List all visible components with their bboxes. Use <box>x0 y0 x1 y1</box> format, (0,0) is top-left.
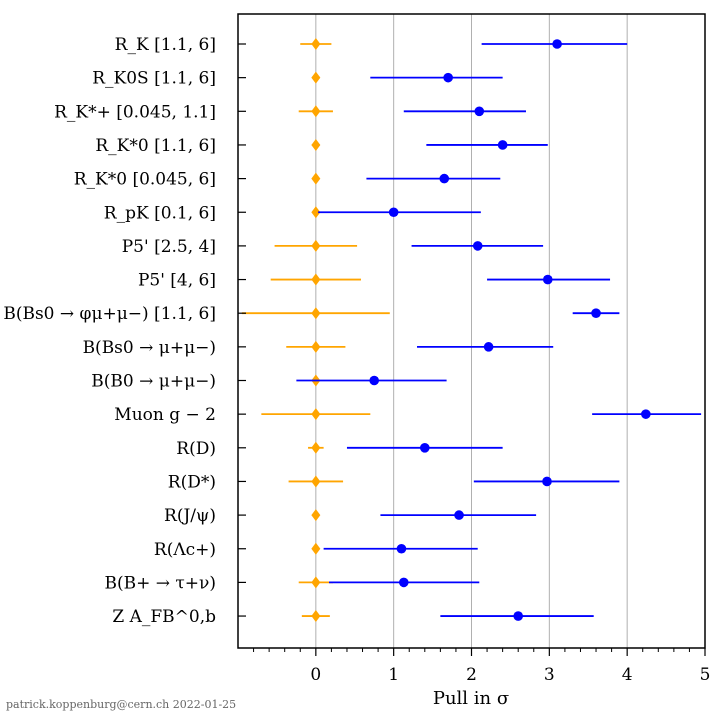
row-label-3: R_K*0 [1.1, 6] <box>95 136 216 156</box>
measurement-point-10 <box>369 375 380 386</box>
measurement-point-4 <box>439 173 450 184</box>
measurement-point-16 <box>398 577 409 588</box>
x-tick-label-3: 3 <box>544 665 555 685</box>
measurement-point-5 <box>388 207 399 218</box>
reference-diamond-4 <box>311 172 321 185</box>
measurement-point-12 <box>420 443 430 453</box>
measurement-point-14 <box>454 510 464 520</box>
reference-diamond-1 <box>311 71 321 84</box>
row-label-12: R(D) <box>176 439 216 459</box>
measurement-point-1 <box>443 72 453 83</box>
row-label-17: Z A_FB^0,b <box>112 607 216 627</box>
measurement-point-11 <box>641 409 651 419</box>
row-label-16: B(B+ → τ+ν) <box>104 573 216 593</box>
reference-diamond-8 <box>311 307 321 320</box>
measurement-point-0 <box>552 39 562 49</box>
row-label-0: R_K [1.1, 6] <box>115 35 216 55</box>
footer-credit: patrick.koppenburg@cern.ch 2022-01-25 <box>6 698 237 711</box>
measurement-point-7 <box>542 274 553 285</box>
measurement-point-2 <box>474 106 485 117</box>
reference-diamond-5 <box>311 206 321 219</box>
x-tick-label-0: 0 <box>310 665 321 685</box>
row-label-14: R(J/ψ) <box>164 506 216 526</box>
row-label-10: B(B0 → μ+μ−) <box>91 372 216 392</box>
reference-diamond-9 <box>311 340 321 353</box>
measurement-point-9 <box>483 342 494 352</box>
reference-diamond-2 <box>311 105 321 118</box>
measurement-point-17 <box>513 611 523 621</box>
reference-diamond-14 <box>311 509 321 522</box>
measurement-point-13 <box>542 476 552 487</box>
x-tick-label-1: 1 <box>388 665 399 685</box>
row-label-5: R_pK [0.1, 6] <box>104 203 216 223</box>
x-axis: 0 1 2 3 4 5 <box>253 648 711 685</box>
row-label-13: R(D*) <box>168 472 216 492</box>
row-label-6: P5' [2.5, 4] <box>122 237 216 257</box>
data-markers <box>241 38 702 623</box>
reference-diamond-12 <box>311 441 321 454</box>
measurement-point-8 <box>591 308 601 319</box>
reference-diamond-6 <box>311 239 321 252</box>
plot-frame <box>237 13 706 649</box>
reference-diamond-7 <box>311 273 321 286</box>
row-label-7: P5' [4, 6] <box>138 271 216 291</box>
x-tick-label-4: 4 <box>622 665 633 685</box>
grid-lines <box>315 14 628 648</box>
x-axis-title: Pull in σ <box>433 688 509 709</box>
x-tick-label-5: 5 <box>700 665 711 685</box>
reference-diamond-15 <box>311 542 321 555</box>
row-label-9: B(Bs0 → μ+μ−) <box>83 338 216 358</box>
row-label-1: R_K0S [1.1, 6] <box>92 69 216 89</box>
reference-diamond-16 <box>311 576 321 589</box>
row-labels: R_K [1.1, 6] R_K0S [1.1, 6] R_K*+ [0.045, … <box>3 35 246 627</box>
x-tick-label-2: 2 <box>466 665 477 685</box>
measurement-point-15 <box>396 543 407 554</box>
reference-diamond-3 <box>311 138 321 151</box>
measurement-point-3 <box>497 140 508 150</box>
reference-diamond-0 <box>311 38 321 50</box>
row-label-15: R(Λc+) <box>154 540 216 560</box>
reference-diamond-17 <box>311 610 321 623</box>
row-label-8: B(Bs0 → φμ+μ−) [1.1, 6] <box>3 304 216 324</box>
row-label-11: Muon g − 2 <box>114 405 216 425</box>
measurement-point-6 <box>472 241 483 251</box>
row-label-4: R_K*0 [0.045, 6] <box>74 170 216 190</box>
reference-diamond-13 <box>311 475 321 488</box>
row-label-2: R_K*+ [0.045, 1.1] <box>54 102 216 122</box>
reference-diamond-11 <box>311 408 321 421</box>
